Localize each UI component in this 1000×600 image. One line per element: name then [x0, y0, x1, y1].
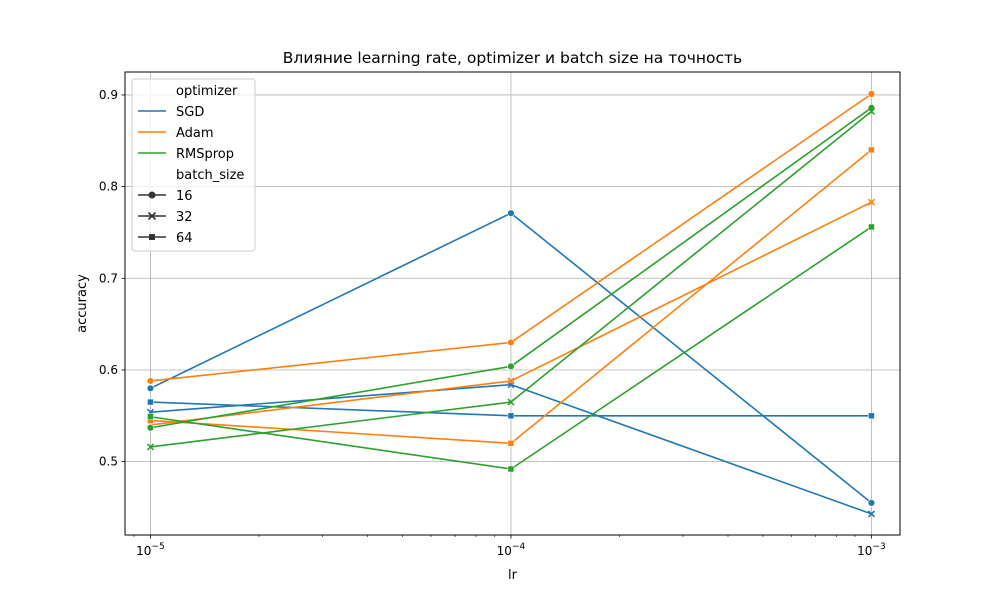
legend-x-marker — [147, 211, 157, 221]
legend-label-sgd: SGD — [176, 105, 204, 120]
data-point-adam-bs16 — [507, 338, 515, 347]
data-point-rmsprop-bs32 — [867, 107, 876, 115]
x-tick-label: 10−3 — [857, 542, 886, 558]
data-point-adam-bs16 — [867, 90, 876, 98]
data-point-rmsprop-bs32 — [507, 398, 515, 406]
series-lines — [146, 90, 876, 518]
chart-title: Влияние learning rate, optimizer и batch… — [283, 49, 742, 67]
data-point-sgd-bs64 — [868, 412, 875, 420]
data-point-sgd-bs64 — [147, 398, 154, 406]
data-point-rmsprop-bs64 — [507, 465, 515, 473]
plot-frame — [124, 71, 901, 536]
data-point-sgd-bs16 — [507, 209, 515, 217]
y-tick-label: 0.5 — [99, 455, 118, 469]
data-point-rmsprop-bs16 — [507, 362, 515, 371]
legend-label-adam: Adam — [176, 126, 214, 141]
legend-box — [131, 78, 256, 252]
legend-label-bs64: 64 — [176, 231, 193, 246]
axis-ticks: 10−5 10−4 10−3 0.5 0.6 0.7 0.8 0.9 — [99, 88, 886, 558]
x-tick-label: 10−5 — [136, 542, 165, 558]
data-point-sgd-bs64 — [507, 412, 515, 420]
legend-circle-marker — [148, 191, 156, 199]
data-point-rmsprop-bs32 — [146, 443, 155, 451]
x-tick-label: 10−4 — [497, 542, 526, 558]
data-point-rmsprop-bs64 — [868, 223, 875, 231]
data-point-adam-bs64 — [507, 440, 515, 447]
y-tick-label: 0.9 — [99, 88, 118, 102]
legend-label-bs32: 32 — [176, 210, 193, 225]
y-tick-label: 0.8 — [99, 180, 118, 194]
data-point-adam-bs16 — [146, 377, 155, 385]
legend: optimizer SGD Adam RMSprop batch_size 16… — [131, 78, 256, 252]
legend-style-title: batch_size — [176, 168, 244, 183]
legend-label-bs16: 16 — [176, 189, 193, 204]
y-tick-label: 0.7 — [99, 271, 118, 285]
y-axis-label: accuracy — [75, 274, 90, 333]
legend-square-marker — [149, 234, 155, 240]
data-point-rmsprop-bs16 — [146, 424, 155, 432]
y-tick-label: 0.6 — [99, 363, 118, 377]
legend-label-rmsprop: RMSprop — [176, 147, 234, 162]
data-point-adam-bs64 — [868, 146, 875, 154]
data-point-adam-bs32 — [507, 377, 515, 385]
data-point-sgd-bs32 — [867, 510, 876, 518]
data-point-rmsprop-bs64 — [147, 413, 154, 420]
legend-hue-title: optimizer — [176, 84, 238, 99]
data-point-sgd-bs16 — [146, 384, 155, 393]
x-axis-label: lr — [508, 568, 518, 583]
data-point-adam-bs32 — [867, 198, 876, 206]
data-point-sgd-bs16 — [867, 499, 876, 507]
